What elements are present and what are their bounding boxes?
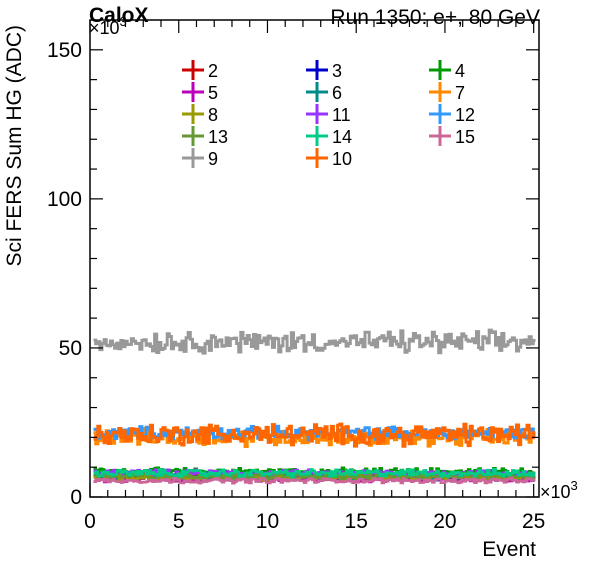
x-tick-label: 20	[433, 510, 456, 533]
y-tick-label: 100	[47, 188, 82, 211]
legend-item-9: 9	[182, 148, 218, 169]
legend-item-3: 3	[306, 60, 342, 81]
legend-item-5: 5	[182, 82, 218, 103]
legend-label: 5	[208, 83, 218, 103]
x-tick-label: 15	[345, 510, 368, 533]
series-line-14	[93, 467, 536, 479]
y-axis-ticks: 0 50 100 150	[47, 19, 539, 509]
series-line-10	[93, 422, 536, 448]
legend-item-11: 11	[306, 104, 351, 125]
x-axis-label: Event	[482, 538, 536, 561]
legend-label: 12	[455, 105, 475, 125]
legend-item-7: 7	[429, 82, 465, 103]
legend-label: 10	[332, 149, 352, 169]
legend-item-10: 10	[306, 148, 352, 169]
legend-label: 8	[208, 105, 218, 125]
x-tick-label: 0	[84, 510, 96, 533]
x-tick-label: 5	[173, 510, 185, 533]
plot-lines	[93, 328, 536, 485]
legend-label: 15	[455, 127, 475, 147]
run-label: Run 1350: e+, 80 GeV	[330, 6, 540, 29]
legend-label: 4	[455, 61, 465, 81]
x-axis-multiplier: ×103	[540, 478, 578, 502]
legend-label: 11	[332, 105, 351, 125]
series-line-12	[93, 424, 536, 442]
x-tick-label: 10	[256, 510, 279, 533]
legend-label: 9	[208, 149, 218, 169]
legend-item-4: 4	[429, 60, 465, 81]
legend-item-14: 14	[306, 126, 352, 147]
legend-item-8: 8	[182, 104, 218, 125]
series-line-9	[93, 328, 536, 355]
legend-item-2: 2	[182, 60, 218, 81]
legend-label: 3	[332, 61, 342, 81]
legend-item-15: 15	[429, 126, 475, 147]
series-line-15	[93, 476, 536, 485]
legend-label: 14	[332, 127, 352, 147]
y-axis-label: Sci FERS Sum HG (ADC)	[3, 25, 26, 267]
legend-item-13: 13	[182, 126, 228, 147]
legend-label: 6	[332, 83, 342, 103]
y-tick-label: 150	[47, 39, 82, 62]
legend-item-12: 12	[429, 104, 475, 125]
y-tick-label: 0	[70, 486, 82, 509]
legend-label: 13	[208, 127, 228, 147]
legend: 2 3 4 5 6 7 8 11 12 13 14 15 9 10	[182, 60, 475, 169]
legend-label: 2	[208, 61, 218, 81]
legend-item-6: 6	[306, 82, 342, 103]
x-axis-ticks: 0 5 10 15 20 25	[84, 20, 545, 533]
y-tick-label: 50	[59, 337, 82, 360]
x-tick-label: 25	[522, 510, 545, 533]
legend-label: 7	[455, 83, 465, 103]
brand-label: CaloX	[89, 4, 149, 27]
y-axis-multiplier: ×103	[89, 14, 127, 38]
